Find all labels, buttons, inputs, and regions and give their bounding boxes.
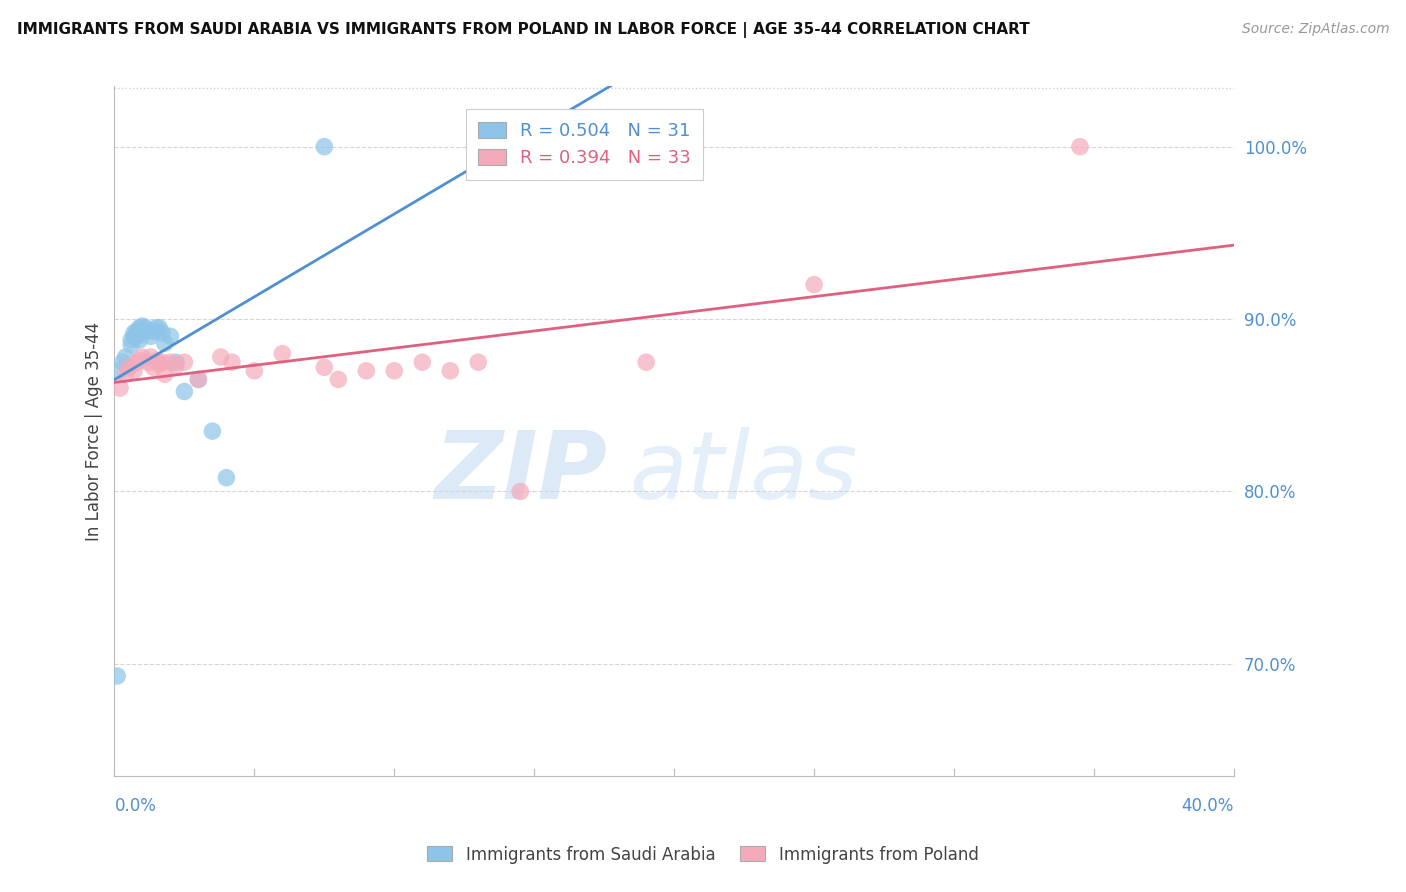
Point bbox=[243, 364, 266, 378]
Point bbox=[209, 350, 232, 364]
Point bbox=[122, 364, 145, 378]
Point bbox=[125, 355, 148, 369]
Point bbox=[356, 364, 378, 378]
Point bbox=[187, 372, 209, 386]
Y-axis label: In Labor Force | Age 35-44: In Labor Force | Age 35-44 bbox=[86, 322, 103, 541]
Point bbox=[165, 355, 187, 369]
Point bbox=[173, 384, 195, 399]
Point bbox=[153, 368, 176, 382]
Point bbox=[114, 350, 136, 364]
Point bbox=[411, 355, 433, 369]
Text: ZIP: ZIP bbox=[434, 426, 607, 518]
Point bbox=[128, 333, 150, 347]
Point bbox=[120, 338, 142, 352]
Point bbox=[142, 324, 165, 338]
Point bbox=[136, 324, 159, 338]
Point bbox=[108, 381, 131, 395]
Point bbox=[148, 320, 170, 334]
Point bbox=[117, 360, 139, 375]
Point bbox=[122, 326, 145, 340]
Point bbox=[128, 326, 150, 340]
Point bbox=[159, 355, 181, 369]
Point bbox=[148, 357, 170, 371]
Point bbox=[128, 353, 150, 368]
Point bbox=[108, 364, 131, 378]
Point bbox=[139, 329, 162, 343]
Point bbox=[125, 329, 148, 343]
Legend: Immigrants from Saudi Arabia, Immigrants from Poland: Immigrants from Saudi Arabia, Immigrants… bbox=[420, 839, 986, 871]
Legend: R = 0.504   N = 31, R = 0.394   N = 33: R = 0.504 N = 31, R = 0.394 N = 33 bbox=[465, 109, 703, 180]
Point bbox=[187, 372, 209, 386]
Text: atlas: atlas bbox=[630, 427, 858, 518]
Point bbox=[1069, 139, 1091, 153]
Point bbox=[136, 355, 159, 369]
Point bbox=[221, 355, 243, 369]
Point bbox=[122, 329, 145, 343]
Point bbox=[145, 353, 167, 368]
Point bbox=[117, 360, 139, 375]
Point bbox=[509, 484, 531, 499]
Point bbox=[114, 368, 136, 382]
Point bbox=[131, 318, 153, 333]
Point bbox=[314, 139, 336, 153]
Point bbox=[153, 336, 176, 351]
Point bbox=[328, 372, 350, 386]
Point bbox=[215, 471, 238, 485]
Point bbox=[139, 350, 162, 364]
Point bbox=[201, 424, 224, 438]
Point bbox=[150, 355, 173, 369]
Text: 40.0%: 40.0% bbox=[1181, 797, 1234, 814]
Point bbox=[111, 355, 134, 369]
Point bbox=[125, 324, 148, 338]
Point bbox=[131, 350, 153, 364]
Point bbox=[636, 355, 658, 369]
Point bbox=[105, 669, 128, 683]
Point bbox=[173, 355, 195, 369]
Point bbox=[120, 333, 142, 347]
Point bbox=[150, 326, 173, 340]
Point bbox=[165, 359, 187, 373]
Text: 0.0%: 0.0% bbox=[114, 797, 156, 814]
Point bbox=[128, 320, 150, 334]
Point bbox=[439, 364, 461, 378]
Point bbox=[145, 320, 167, 334]
Text: IMMIGRANTS FROM SAUDI ARABIA VS IMMIGRANTS FROM POLAND IN LABOR FORCE | AGE 35-4: IMMIGRANTS FROM SAUDI ARABIA VS IMMIGRAN… bbox=[17, 22, 1029, 38]
Point bbox=[142, 360, 165, 375]
Point bbox=[131, 324, 153, 338]
Point bbox=[159, 329, 181, 343]
Point bbox=[803, 277, 825, 292]
Point bbox=[271, 346, 294, 360]
Point bbox=[314, 360, 336, 375]
Point bbox=[467, 355, 489, 369]
Point bbox=[382, 364, 405, 378]
Text: Source: ZipAtlas.com: Source: ZipAtlas.com bbox=[1241, 22, 1389, 37]
Point bbox=[134, 320, 156, 334]
